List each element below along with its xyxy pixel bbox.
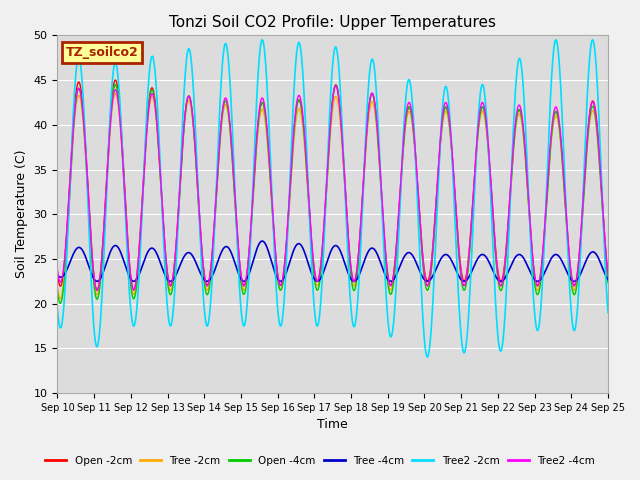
Open -2cm bbox=[534, 282, 542, 288]
Open -2cm bbox=[265, 153, 273, 159]
Tree2 -4cm bbox=[265, 147, 273, 153]
Open -2cm bbox=[93, 288, 101, 293]
Tree -4cm bbox=[534, 278, 542, 284]
Open -4cm bbox=[594, 134, 602, 140]
Tree2 -2cm bbox=[424, 354, 431, 360]
Tree2 -4cm bbox=[604, 271, 612, 277]
Line: Tree2 -4cm: Tree2 -4cm bbox=[58, 85, 608, 290]
Text: TZ_soilco2: TZ_soilco2 bbox=[66, 46, 138, 59]
Open -2cm bbox=[604, 271, 612, 277]
Tree2 -4cm bbox=[534, 282, 542, 288]
Open -4cm bbox=[111, 82, 119, 87]
Tree2 -2cm bbox=[54, 307, 61, 312]
Open -4cm bbox=[54, 288, 61, 294]
Tree -4cm bbox=[149, 245, 157, 251]
Tree -2cm bbox=[116, 127, 124, 133]
Tree2 -2cm bbox=[116, 104, 124, 109]
Line: Open -2cm: Open -2cm bbox=[58, 80, 608, 290]
Open -2cm bbox=[111, 77, 119, 83]
Title: Tonzi Soil CO2 Profile: Upper Temperatures: Tonzi Soil CO2 Profile: Upper Temperatur… bbox=[169, 15, 496, 30]
Tree -2cm bbox=[289, 152, 296, 158]
Open -2cm bbox=[116, 116, 124, 121]
Open -2cm bbox=[289, 144, 296, 150]
Tree -4cm bbox=[289, 250, 296, 256]
Tree2 -4cm bbox=[93, 288, 101, 293]
Tree -4cm bbox=[604, 276, 612, 282]
Open -4cm bbox=[149, 89, 157, 95]
Tree -4cm bbox=[259, 238, 266, 244]
Tree -2cm bbox=[54, 284, 61, 289]
Tree -4cm bbox=[594, 253, 602, 259]
Open -4cm bbox=[116, 121, 124, 127]
Tree -4cm bbox=[54, 272, 61, 278]
Tree -2cm bbox=[604, 276, 612, 282]
Open -4cm bbox=[56, 300, 64, 306]
Tree -2cm bbox=[149, 95, 157, 101]
Open -2cm bbox=[54, 270, 61, 276]
Open -2cm bbox=[594, 127, 602, 133]
Open -4cm bbox=[265, 155, 273, 161]
X-axis label: Time: Time bbox=[317, 419, 348, 432]
Open -2cm bbox=[149, 87, 157, 93]
Tree -2cm bbox=[111, 91, 119, 96]
Tree2 -4cm bbox=[289, 144, 296, 149]
Tree -2cm bbox=[594, 137, 602, 143]
Tree2 -2cm bbox=[594, 86, 602, 92]
Tree2 -4cm bbox=[332, 83, 340, 88]
Tree2 -2cm bbox=[534, 327, 542, 333]
Tree -2cm bbox=[265, 160, 273, 166]
Line: Open -4cm: Open -4cm bbox=[58, 84, 608, 303]
Tree2 -2cm bbox=[149, 54, 157, 60]
Tree -4cm bbox=[570, 278, 578, 284]
Tree -2cm bbox=[56, 296, 64, 302]
Tree -2cm bbox=[534, 287, 542, 292]
Tree -4cm bbox=[116, 248, 124, 254]
Line: Tree2 -2cm: Tree2 -2cm bbox=[58, 40, 608, 357]
Open -4cm bbox=[534, 291, 542, 297]
Tree2 -4cm bbox=[116, 122, 124, 128]
Tree2 -4cm bbox=[594, 129, 602, 135]
Tree2 -4cm bbox=[54, 267, 61, 273]
Tree -4cm bbox=[265, 250, 273, 255]
Open -4cm bbox=[289, 146, 296, 152]
Tree2 -2cm bbox=[589, 37, 596, 43]
Tree2 -2cm bbox=[289, 119, 296, 124]
Line: Tree -4cm: Tree -4cm bbox=[58, 241, 608, 281]
Line: Tree -2cm: Tree -2cm bbox=[58, 94, 608, 299]
Tree2 -2cm bbox=[265, 113, 273, 119]
Open -4cm bbox=[604, 280, 612, 286]
Y-axis label: Soil Temperature (C): Soil Temperature (C) bbox=[15, 150, 28, 278]
Tree2 -4cm bbox=[149, 92, 157, 97]
Legend: Open -2cm, Tree -2cm, Open -4cm, Tree -4cm, Tree2 -2cm, Tree2 -4cm: Open -2cm, Tree -2cm, Open -4cm, Tree -4… bbox=[41, 452, 599, 470]
Tree2 -2cm bbox=[604, 310, 612, 315]
